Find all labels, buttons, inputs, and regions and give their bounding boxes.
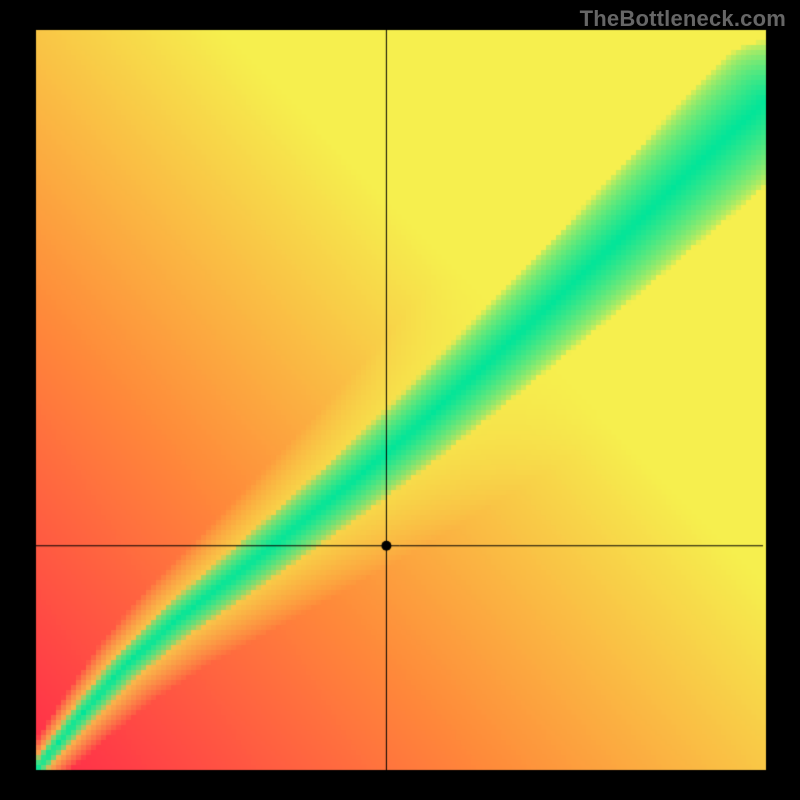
- watermark-label: TheBottleneck.com: [580, 6, 786, 32]
- bottleneck-heatmap: [0, 0, 800, 800]
- chart-container: TheBottleneck.com: [0, 0, 800, 800]
